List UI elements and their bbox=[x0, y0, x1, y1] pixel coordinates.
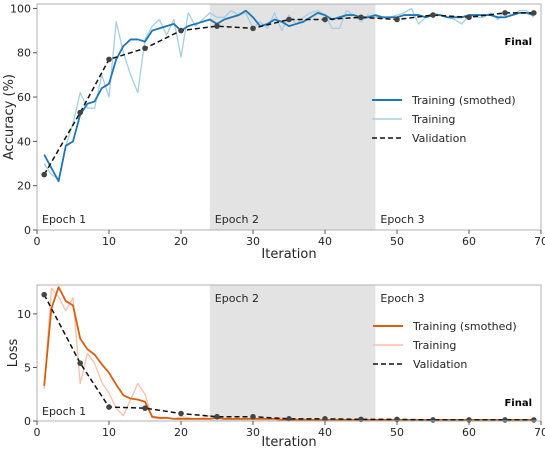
loss-legend-label-3: Validation bbox=[413, 358, 467, 371]
loss-y-tick-label-5: 5 bbox=[24, 361, 31, 374]
accuracy-validation-point-1 bbox=[41, 171, 47, 178]
accuracy-validation-point-13 bbox=[466, 14, 472, 21]
loss-validation-point-12 bbox=[430, 417, 436, 423]
loss-final-annotation: Final bbox=[504, 398, 532, 409]
accuracy-validation-point-6 bbox=[214, 23, 220, 29]
loss-legend-label-1: Training (smothed) bbox=[412, 320, 517, 333]
loss-validation-point-6 bbox=[214, 413, 220, 420]
loss-validation-point-1 bbox=[41, 291, 47, 298]
loss-y-tick-label-0: 0 bbox=[24, 415, 31, 428]
accuracy-legend-label-1: Training (smothed) bbox=[411, 94, 516, 107]
loss-y-tick-label-10: 10 bbox=[17, 308, 31, 321]
accuracy-x-tick-label-50: 50 bbox=[390, 235, 404, 248]
accuracy-validation-point-15 bbox=[531, 10, 537, 16]
accuracy-validation-point-8 bbox=[286, 16, 292, 23]
loss-x-axis-label: Iteration bbox=[261, 435, 316, 450]
accuracy-validation-point-4 bbox=[142, 45, 148, 52]
loss-x-tick-label-20: 20 bbox=[174, 426, 188, 439]
accuracy-panel: 0 10 20 30 40 50 60 70 0 20 40 60 80 100 Iteration Accu… bbox=[2, 2, 545, 262]
accuracy-validation-point-12 bbox=[430, 12, 436, 18]
accuracy-validation-point-11 bbox=[394, 16, 400, 23]
loss-epoch-label-2: Epoch 2 bbox=[215, 292, 259, 305]
accuracy-x-tick-label-0: 0 bbox=[34, 235, 41, 248]
loss-legend-label-2: Training bbox=[412, 339, 456, 352]
accuracy-validation-point-10 bbox=[358, 14, 364, 21]
loss-x-tick-label-0: 0 bbox=[34, 426, 41, 439]
accuracy-y-axis-label: Accuracy (%) bbox=[2, 74, 17, 160]
loss-validation-point-15 bbox=[531, 417, 537, 423]
accuracy-series-smoothed-line bbox=[43, 9, 535, 183]
loss-validation-point-5 bbox=[178, 410, 184, 417]
loss-validation-point-14 bbox=[502, 417, 508, 423]
accuracy-epoch-label-1: Epoch 1 bbox=[42, 213, 86, 226]
loss-x-tick-label-70: 70 bbox=[534, 426, 545, 439]
loss-validation-point-8 bbox=[286, 416, 292, 422]
loss-x-tick-label-40: 40 bbox=[318, 426, 332, 439]
accuracy-epoch-label-2: Epoch 2 bbox=[215, 213, 259, 226]
accuracy-validation-point-7 bbox=[250, 25, 256, 32]
loss-epoch-label-3: Epoch 3 bbox=[380, 292, 424, 305]
accuracy-legend-label-2: Training bbox=[411, 113, 455, 126]
loss-epoch-band-2 bbox=[209, 285, 376, 421]
accuracy-x-tick-label-30: 30 bbox=[246, 235, 260, 248]
accuracy-final-annotation: Final bbox=[504, 37, 532, 48]
loss-x-tick-label-30: 30 bbox=[246, 426, 260, 439]
accuracy-validation-point-3 bbox=[106, 56, 112, 63]
accuracy-y-tick-label-40: 40 bbox=[17, 135, 31, 148]
accuracy-x-tick-label-20: 20 bbox=[174, 235, 188, 248]
accuracy-validation-point-2 bbox=[77, 109, 83, 116]
accuracy-validation-point-9 bbox=[322, 16, 328, 23]
accuracy-y-tick-label-20: 20 bbox=[17, 180, 31, 193]
loss-x-tick-label-60: 60 bbox=[462, 426, 476, 439]
accuracy-y-tick-label-80: 80 bbox=[17, 47, 31, 60]
loss-validation-point-2 bbox=[77, 360, 83, 366]
accuracy-y-tick-label-0: 0 bbox=[24, 224, 31, 237]
accuracy-validation-point-14 bbox=[502, 10, 508, 16]
accuracy-series-raw-line bbox=[43, 7, 535, 180]
loss-validation-point-3 bbox=[106, 404, 112, 410]
accuracy-epoch-band-2 bbox=[209, 4, 376, 230]
accuracy-x-tick-label-70: 70 bbox=[534, 235, 545, 248]
loss-validation-point-9 bbox=[322, 416, 328, 422]
accuracy-axes-frame bbox=[36, 3, 542, 231]
loss-x-tick-label-50: 50 bbox=[390, 426, 404, 439]
loss-validation-point-4 bbox=[142, 405, 148, 411]
loss-validation-point-7 bbox=[250, 413, 256, 420]
loss-x-tick-label-10: 10 bbox=[102, 426, 116, 439]
accuracy-x-tick-label-40: 40 bbox=[318, 235, 332, 248]
accuracy-validation-point-5 bbox=[178, 27, 184, 34]
accuracy-series-validation-line bbox=[43, 12, 534, 175]
loss-panel: 0 10 20 30 40 50 60 70 0 5 10 Iteration Loss Epoch 1 E… bbox=[6, 284, 545, 450]
loss-epoch-label-1: Epoch 1 bbox=[42, 405, 86, 418]
loss-axes-frame bbox=[36, 284, 542, 422]
accuracy-x-axis-label: Iteration bbox=[261, 247, 316, 262]
accuracy-epoch-label-3: Epoch 3 bbox=[380, 213, 424, 226]
accuracy-x-tick-label-10: 10 bbox=[102, 235, 116, 248]
accuracy-x-tick-label-60: 60 bbox=[462, 235, 476, 248]
loss-y-axis-label: Loss bbox=[6, 339, 21, 368]
accuracy-y-tick-label-100: 100 bbox=[10, 2, 31, 15]
accuracy-legend-label-3: Validation bbox=[412, 132, 466, 145]
accuracy-y-tick-label-60: 60 bbox=[17, 91, 31, 104]
